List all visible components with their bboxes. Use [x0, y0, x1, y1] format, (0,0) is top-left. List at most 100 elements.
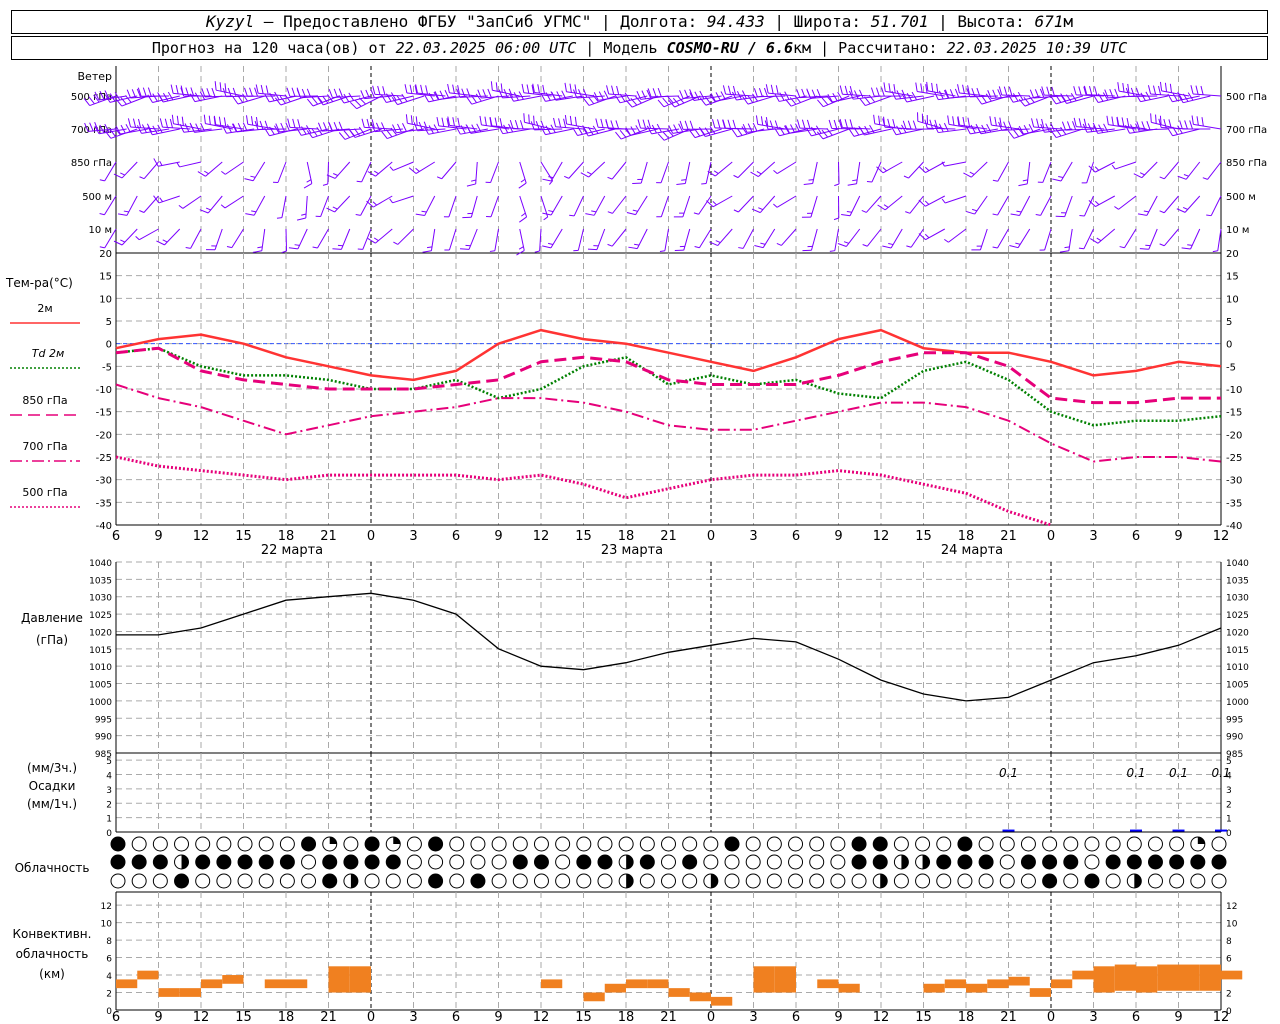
wind-barb: [489, 228, 499, 252]
wind-barb: [837, 228, 861, 247]
wind-barb-feather: [427, 246, 433, 249]
cloud-circle: [661, 836, 676, 852]
wind-barb-feather: [843, 241, 849, 244]
wind-barb-staff: [1210, 195, 1222, 216]
wind-barb: [572, 88, 605, 99]
wind-barb: [542, 195, 563, 216]
wind-barb-feather: [657, 133, 665, 141]
wind-barb: [965, 195, 988, 215]
wind-barb-feather: [918, 233, 926, 240]
temp-y-tick: -40: [96, 521, 112, 532]
temp-x-tick-label: 3: [749, 529, 757, 544]
wind-barb-feather: [642, 119, 647, 129]
wind-barb-feather: [436, 176, 442, 180]
cloud-cover-icon: [936, 854, 952, 870]
wind-barb-staff: [448, 195, 457, 217]
cloud-circle: [576, 854, 592, 870]
wind-barb-feather: [684, 89, 689, 99]
wind-barb-feather: [844, 85, 848, 95]
wind-barb: [1055, 195, 1073, 218]
wind-barb-feather: [381, 122, 386, 131]
wind-barb-feather: [1190, 85, 1194, 95]
cloud-circle: [724, 836, 740, 852]
wind-level-label-right: 10 м: [1226, 225, 1249, 236]
wind-barb-staff: [997, 228, 1009, 249]
cloud-cover-icon: [682, 873, 698, 889]
wind-barb-feather: [264, 127, 270, 137]
wind-barb-feather: [635, 96, 642, 104]
wind-barb: [738, 228, 754, 249]
wind-barb: [944, 228, 967, 243]
wind-barb-feather: [280, 122, 285, 132]
wind-barb-feather: [1191, 115, 1194, 125]
cloud-circle: [343, 854, 359, 870]
wind-barb-feather: [125, 95, 132, 103]
wind-barb-feather: [710, 93, 716, 102]
cloud-cover-icon: [999, 836, 1015, 852]
cloud-circle: [131, 854, 147, 870]
cloud-cover-icon: [703, 854, 719, 870]
wind-barb: [866, 161, 882, 183]
wind-barb: [466, 161, 478, 187]
wind-barb-feather: [957, 84, 960, 94]
wind-barb: [1159, 81, 1190, 97]
wind-barb-feather: [877, 204, 886, 211]
wind-barb-feather: [415, 167, 420, 172]
wind-barb-feather: [1088, 165, 1096, 173]
wind-barb-feather: [931, 82, 934, 92]
wind-barb-feather: [736, 91, 742, 100]
cloud-circle: [1105, 836, 1121, 852]
wind-barb: [891, 124, 924, 136]
wind-barb-feather: [801, 88, 806, 98]
wind-barb-feather: [475, 93, 482, 102]
wind-barb-staff: [430, 228, 436, 251]
cloud-circle: [978, 854, 994, 870]
wind-barb: [104, 92, 138, 103]
wind-barb-feather: [338, 132, 346, 140]
wind-barb: [1177, 161, 1201, 180]
wind-barb-feather: [741, 90, 747, 99]
wind-barb-feather: [535, 121, 540, 130]
cloud-cover-icon: [957, 854, 973, 870]
wind-barb: [564, 82, 595, 97]
wind-barb-staff: [698, 195, 712, 215]
cloud-circle: [661, 854, 676, 870]
cloud-circle: [978, 836, 994, 852]
wind-barb-feather: [222, 87, 227, 97]
cloud-circle: [195, 836, 211, 852]
wind-barb: [367, 161, 393, 177]
wind-barb: [553, 117, 584, 130]
cloud-cover-icon: [1063, 836, 1079, 852]
wind-level-label-right: 850 гПа: [1226, 158, 1267, 169]
wind-barb-feather: [1097, 93, 1104, 102]
wind-barb: [1133, 161, 1158, 179]
cloud-circle: [110, 836, 126, 852]
cloud-circle: [1042, 873, 1058, 889]
wind-barb: [117, 195, 138, 216]
wind-barb-feather: [1058, 175, 1064, 179]
wind-barb-feather: [847, 183, 857, 186]
cloud-circle: [1063, 854, 1079, 870]
conv-bar: [1178, 964, 1200, 991]
wind-barb-feather: [528, 114, 530, 124]
wind-barb-feather: [893, 84, 896, 94]
wind-barb-staff: [845, 228, 861, 247]
wind-barb-feather: [389, 198, 393, 204]
wind-barb: [801, 195, 818, 218]
wind-barb-staff: [1095, 195, 1115, 208]
wind-barb-feather: [423, 93, 430, 103]
wind-barb-feather: [303, 183, 313, 189]
wind-barb: [349, 95, 382, 110]
wind-title: Ветер: [78, 70, 112, 83]
wind-barb: [276, 195, 287, 219]
wind-barb-feather: [265, 85, 269, 95]
wind-barb-feather: [833, 119, 838, 129]
wind-barb-feather: [992, 246, 998, 249]
cloud-cover-icon: [766, 854, 782, 870]
wind-barb-feather: [839, 118, 843, 128]
wind-barb-feather: [391, 97, 398, 105]
wind-barb-feather: [1159, 115, 1162, 125]
conv-x-tick-label: 15: [915, 1010, 932, 1024]
wind-barb-staff: [475, 161, 478, 184]
wind-barb: [693, 195, 712, 215]
